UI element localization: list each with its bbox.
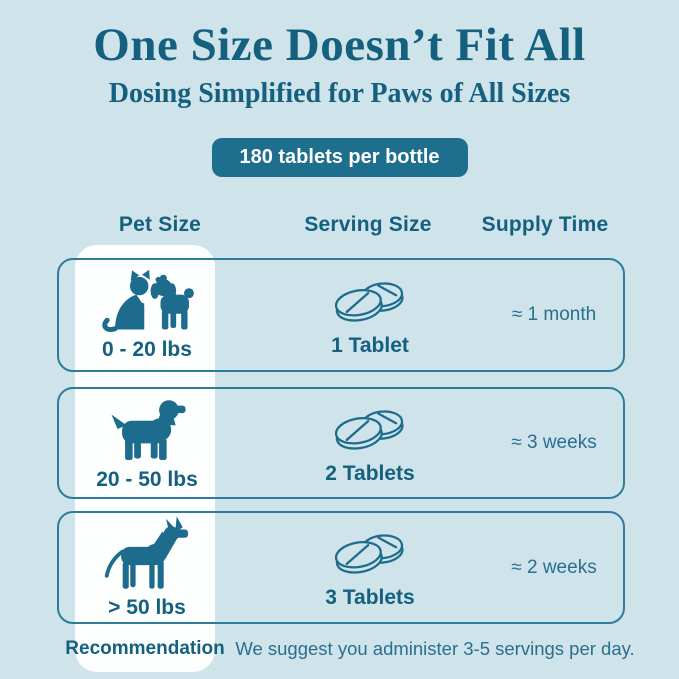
table-header-row: Pet Size Serving Size Supply Time [0, 213, 679, 239]
serving-cell: 1 Tablet [300, 260, 440, 370]
supply-time-label: ≈ 1 month [511, 304, 597, 325]
tablets-icon [334, 281, 404, 322]
cat-and-small-dog-icon [102, 269, 194, 332]
header-pet-size: Pet Size [118, 213, 202, 236]
pet-cell: 0 - 20 lbs [77, 260, 217, 370]
serving-size-label: 1 Tablet [331, 333, 409, 357]
recommendation-label: Recommendation [65, 638, 225, 659]
tablets-icon [334, 534, 404, 574]
medium-dog-icon [111, 399, 186, 460]
page-title: One Size Doesn’t Fit All [93, 19, 586, 71]
serving-cell: 2 Tablets [300, 389, 440, 497]
supply-cell: ≈ 1 month [479, 260, 629, 370]
page-subtitle: Dosing Simplified for Paws of All Sizes [108, 78, 571, 109]
table-row-large-pets: > 50 lbs 3 Tablets [57, 511, 625, 624]
header-serving-size: Serving Size [304, 213, 432, 236]
pet-cell: > 50 lbs [77, 513, 217, 622]
tablets-icon [334, 409, 404, 450]
pet-size-label: 0 - 20 lbs [102, 337, 192, 361]
supply-cell: ≈ 2 weeks [479, 513, 629, 622]
serving-size-label: 3 Tablets [325, 586, 415, 609]
serving-cell: 3 Tablets [300, 513, 440, 622]
table-row-medium-pets: 20 - 50 lbs 2 Tablets [57, 387, 625, 499]
table-row-small-pets: 0 - 20 lbs 1 Tablet [57, 258, 625, 372]
pet-size-column-panel [75, 245, 215, 672]
pet-cell: 20 - 50 lbs [77, 389, 217, 497]
tablets-per-bottle-badge: 180 tablets per bottle [211, 138, 468, 177]
large-dog-icon [104, 516, 189, 589]
pet-size-label: > 50 lbs [108, 596, 186, 619]
supply-time-label: ≈ 2 weeks [511, 556, 597, 578]
recommendation-note: We suggest you administer 3-5 servings p… [235, 638, 635, 659]
header-supply-time: Supply Time [481, 213, 609, 236]
serving-size-label: 2 Tablets [325, 461, 415, 485]
supply-time-label: ≈ 3 weeks [511, 432, 597, 453]
pet-size-label: 20 - 50 lbs [96, 467, 198, 491]
supply-cell: ≈ 3 weeks [479, 389, 629, 497]
